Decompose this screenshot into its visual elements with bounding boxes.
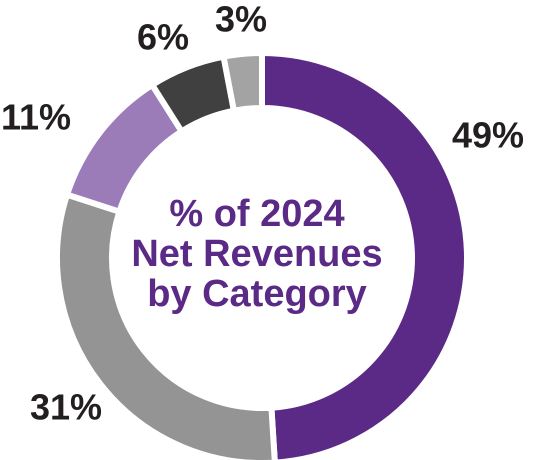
slice-3	[220, 49, 265, 115]
slice-label-31: 31%	[30, 387, 102, 428]
slice-label-49: 49%	[452, 115, 524, 156]
chart-title: % of 2024 Net Revenues by Category	[117, 194, 397, 314]
chart-title-line-2: Net Revenues	[131, 233, 383, 275]
slice-label-11: 11%	[1, 97, 71, 138]
slice-49	[259, 49, 470, 460]
slice-label-3: 3%	[215, 0, 267, 40]
chart-title-line-1: % of 2024	[169, 193, 345, 235]
slice-31	[54, 190, 278, 460]
slice-label-6: 6%	[137, 17, 189, 58]
chart-title-line-3: by Category	[147, 273, 367, 315]
